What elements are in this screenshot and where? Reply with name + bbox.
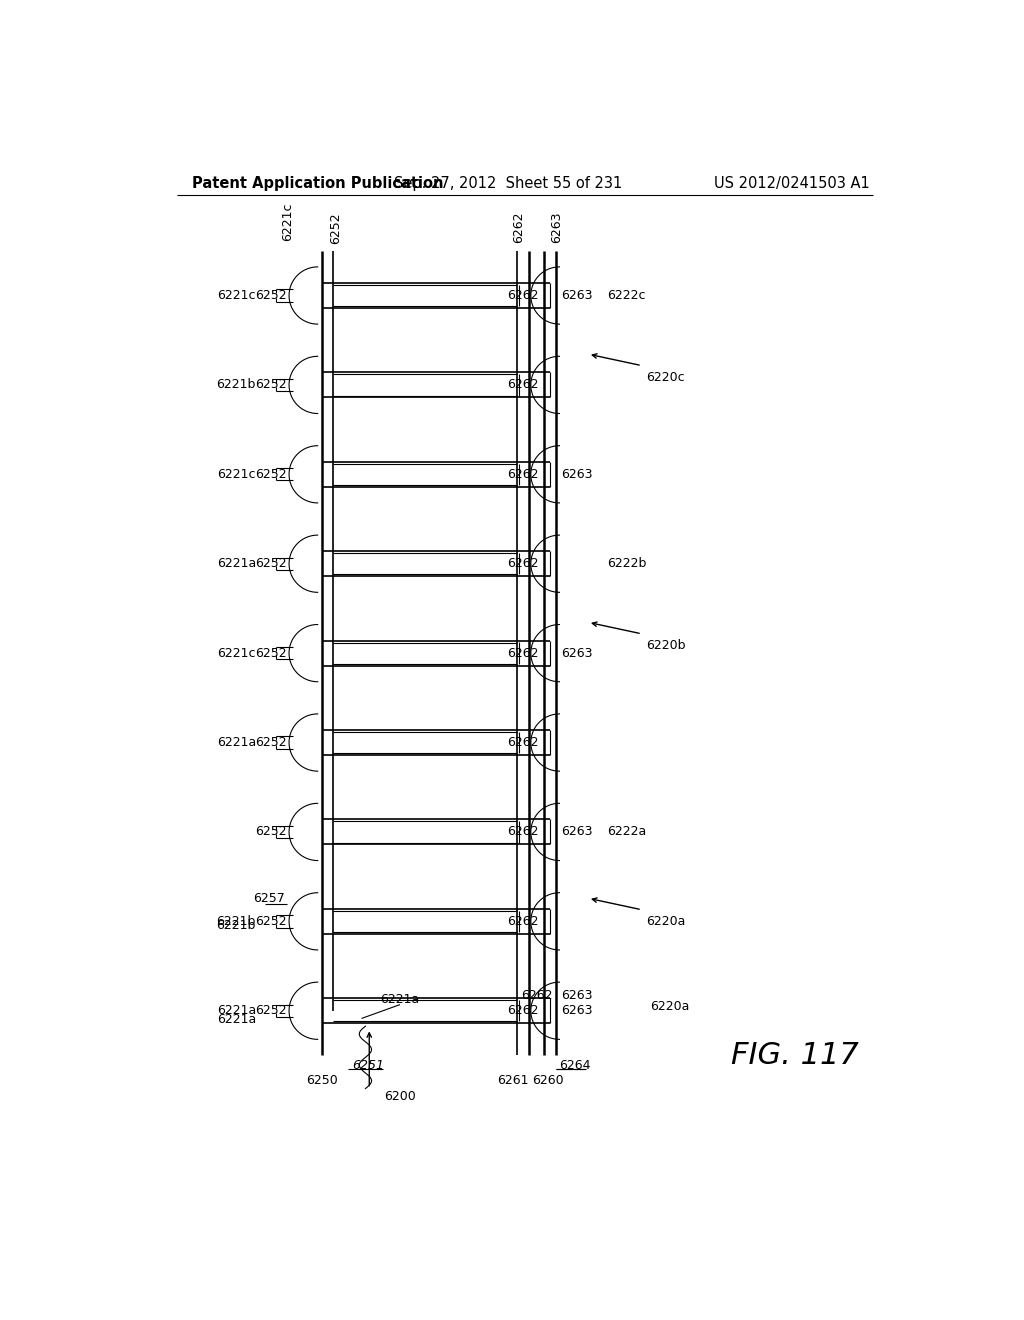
Text: 6252: 6252 [255,737,287,748]
Text: 6221b: 6221b [216,379,256,392]
Text: 6221c: 6221c [217,647,256,660]
Text: Patent Application Publication: Patent Application Publication [193,177,443,191]
Text: 6262: 6262 [507,647,539,660]
Text: 6263: 6263 [561,1005,593,1018]
Text: 6252: 6252 [255,825,287,838]
Text: 6262: 6262 [507,1005,539,1018]
Text: 6221c: 6221c [217,467,256,480]
Text: 6260: 6260 [532,1074,564,1088]
Text: 6252: 6252 [255,379,287,392]
Text: 6261: 6261 [498,1074,529,1088]
Text: 6221a: 6221a [217,737,256,748]
Text: 6220a: 6220a [646,915,685,928]
Text: 6222a: 6222a [607,825,646,838]
Text: 6221a: 6221a [217,1005,256,1018]
Text: FIG. 117: FIG. 117 [731,1041,859,1071]
Text: 6221a: 6221a [381,993,420,1006]
Text: 6222c: 6222c [607,289,646,302]
Text: 6251: 6251 [352,1059,384,1072]
Text: 6252: 6252 [255,915,287,928]
Text: 6264: 6264 [559,1059,591,1072]
Text: 6220a: 6220a [649,1001,689,1014]
Text: 6262: 6262 [507,825,539,838]
Text: 6262: 6262 [507,915,539,928]
Text: 6263: 6263 [550,213,563,243]
Text: 6221a: 6221a [217,1014,256,1027]
Text: 6252: 6252 [255,557,287,570]
Text: 6220b: 6220b [646,639,685,652]
Text: 6252: 6252 [255,647,287,660]
Text: 6221b: 6221b [216,919,256,932]
Text: US 2012/0241503 A1: US 2012/0241503 A1 [714,177,869,191]
Text: 6262: 6262 [507,379,539,392]
Text: 6250: 6250 [305,1074,337,1088]
Text: 6252: 6252 [330,213,342,243]
Text: 6263: 6263 [561,647,593,660]
Text: 6262: 6262 [507,557,539,570]
Text: 6220c: 6220c [646,371,684,384]
Text: 6221c: 6221c [217,289,256,302]
Text: 6262: 6262 [507,467,539,480]
Text: 6200: 6200 [384,1090,416,1102]
Text: 6221c: 6221c [282,202,295,240]
Text: 6263: 6263 [561,467,593,480]
Text: 6262: 6262 [521,989,553,1002]
Text: 6263: 6263 [561,989,593,1002]
Text: 6252: 6252 [255,1005,287,1018]
Text: 6263: 6263 [561,825,593,838]
Text: 6221a: 6221a [217,557,256,570]
Text: 6262: 6262 [507,289,539,302]
Text: 6252: 6252 [255,467,287,480]
Text: 6262: 6262 [507,737,539,748]
Text: 6263: 6263 [561,289,593,302]
Text: 6222b: 6222b [607,557,647,570]
Text: 6221b: 6221b [216,915,256,928]
Text: 6262: 6262 [513,213,525,243]
Text: Sep. 27, 2012  Sheet 55 of 231: Sep. 27, 2012 Sheet 55 of 231 [394,177,622,191]
Text: 6257: 6257 [254,892,286,906]
Text: 6252: 6252 [255,289,287,302]
